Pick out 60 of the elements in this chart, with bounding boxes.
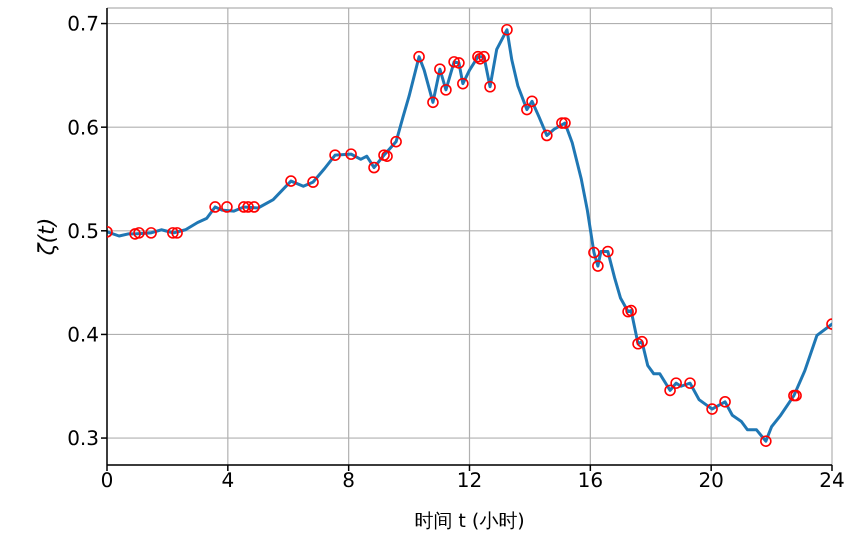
point [242, 201, 254, 213]
point [625, 304, 637, 316]
x-tick-label: 24 [819, 468, 845, 492]
point [602, 246, 614, 258]
point [636, 336, 648, 348]
x-tick-label: 4 [221, 468, 234, 492]
point [706, 403, 718, 415]
x-tick-label: 0 [100, 468, 114, 492]
point [129, 228, 141, 240]
x-tick-label: 16 [578, 468, 604, 492]
y-axis-title: ζ(t) [35, 218, 60, 256]
point [484, 80, 496, 93]
point [453, 57, 465, 69]
point [434, 63, 446, 75]
point [622, 306, 634, 318]
point [440, 84, 452, 96]
point [670, 377, 682, 389]
point [167, 227, 179, 239]
y-tick-label: 0.6 [67, 115, 99, 140]
y-tick-label: 0.7 [67, 12, 99, 36]
point [390, 136, 402, 148]
point [238, 201, 250, 213]
point [592, 260, 604, 272]
point [307, 176, 319, 188]
x-tick-label: 20 [698, 468, 724, 492]
point [457, 78, 469, 90]
point [559, 117, 571, 129]
point [526, 95, 538, 108]
x-tick-label: 12 [456, 468, 482, 492]
point [285, 175, 297, 187]
point [248, 201, 260, 213]
point [556, 117, 568, 129]
point [133, 227, 145, 239]
point [664, 384, 676, 396]
point [501, 24, 513, 36]
point [368, 162, 380, 174]
point [221, 201, 233, 213]
point [588, 246, 600, 258]
point [632, 338, 644, 350]
x-tick-label: 8 [342, 468, 356, 492]
point [345, 148, 357, 160]
point [171, 227, 183, 239]
point [209, 201, 221, 213]
point [541, 130, 553, 142]
point [381, 150, 393, 162]
y-tick-label: 0.4 [67, 322, 99, 347]
point [760, 435, 772, 447]
point [521, 104, 533, 116]
y-tick-label: 0.5 [67, 218, 99, 243]
point [427, 96, 439, 108]
point [684, 377, 696, 389]
x-axis-title: 时间 t (小时) [414, 510, 525, 532]
point [448, 56, 460, 68]
y-tick-label: 0.3 [67, 426, 99, 450]
point [413, 50, 425, 63]
point [145, 227, 157, 239]
point [378, 149, 390, 161]
point [329, 149, 341, 161]
point [719, 396, 731, 408]
point [478, 50, 490, 63]
